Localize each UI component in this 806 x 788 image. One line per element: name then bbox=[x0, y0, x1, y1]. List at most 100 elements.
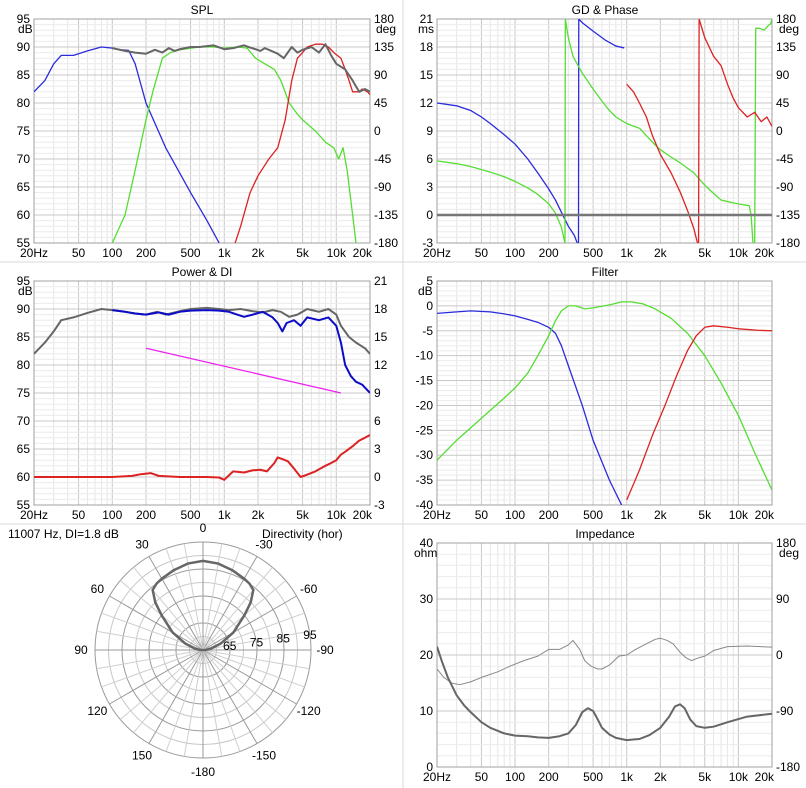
impedance-y-unit: ohm bbox=[414, 546, 437, 560]
y2-tick-label: 90 bbox=[374, 68, 388, 82]
y-tick-label: 6 bbox=[426, 152, 433, 166]
y-tick-label: 80 bbox=[17, 96, 31, 110]
polar-spoke bbox=[202, 649, 310, 670]
grid bbox=[436, 280, 773, 506]
x-tick-label: 50 bbox=[475, 246, 489, 260]
x-tick-label: 500 bbox=[181, 508, 201, 522]
series-line-2 bbox=[234, 43, 370, 243]
polar-spoke bbox=[96, 630, 204, 651]
x-tick-label: 100 bbox=[102, 508, 122, 522]
y-tick-label: 18 bbox=[420, 40, 434, 54]
x-tick-label: 20k bbox=[755, 508, 775, 522]
plot-frame bbox=[436, 542, 773, 768]
filter-title: Filter bbox=[592, 265, 619, 279]
polar-spoke bbox=[183, 543, 204, 651]
polar-spoke bbox=[202, 548, 241, 651]
polar-spoke bbox=[202, 649, 258, 744]
series-line-1 bbox=[111, 46, 357, 243]
x-tick-label: 5k bbox=[296, 508, 310, 522]
series-line-0 bbox=[34, 306, 370, 355]
y2-tick-label: -180 bbox=[776, 236, 800, 250]
polar-spoke bbox=[202, 556, 258, 651]
y-tick-label: 95 bbox=[17, 274, 31, 288]
y-tick-label: -3 bbox=[422, 236, 433, 250]
polar-spoke bbox=[202, 649, 297, 705]
y-tick-label: 55 bbox=[17, 236, 31, 250]
x-tick-label: 100 bbox=[505, 508, 525, 522]
polar-spoke bbox=[202, 566, 273, 651]
series-line-1 bbox=[437, 646, 772, 742]
polar-radial-label: 75 bbox=[250, 635, 264, 649]
y2-tick-label: 9 bbox=[374, 386, 381, 400]
x-tick-label: 10k bbox=[729, 770, 749, 784]
polar-spoke bbox=[202, 630, 310, 651]
polar-spoke bbox=[183, 649, 204, 757]
polar-spoke bbox=[202, 649, 305, 688]
y2-tick-label: 0 bbox=[374, 470, 381, 484]
x-tick-label: 200 bbox=[539, 770, 559, 784]
x-tick-label: 50 bbox=[475, 770, 489, 784]
x-tick-label: 5k bbox=[698, 508, 712, 522]
x-tick-label: 10k bbox=[327, 246, 347, 260]
y-tick-label: 90 bbox=[17, 40, 31, 54]
x-tick-label: 200 bbox=[539, 508, 559, 522]
polar-spoke bbox=[133, 566, 204, 651]
y-tick-label: 85 bbox=[17, 330, 31, 344]
x-tick-label: 500 bbox=[583, 246, 603, 260]
y2-tick-label: 12 bbox=[374, 358, 388, 372]
x-tick-label: 20Hz bbox=[20, 508, 48, 522]
series-line-0 bbox=[437, 637, 772, 686]
impedance-chart: Impedance ohm deg 403020100180900-90-180… bbox=[414, 527, 800, 784]
x-tick-label: 5k bbox=[296, 246, 310, 260]
x-tick-label: 10k bbox=[729, 508, 749, 522]
polar-angle-label: -120 bbox=[297, 704, 321, 718]
y2-tick-label: 135 bbox=[374, 40, 394, 54]
polar-spoke bbox=[202, 649, 287, 720]
series-line-0 bbox=[437, 310, 623, 505]
y-tick-label: 95 bbox=[17, 12, 31, 26]
series-line-2 bbox=[626, 325, 772, 501]
x-tick-label: 500 bbox=[583, 508, 603, 522]
series-line-4 bbox=[754, 19, 772, 243]
series-line-3 bbox=[112, 43, 370, 93]
polar-spoke bbox=[165, 649, 204, 752]
y-tick-label: 65 bbox=[17, 442, 31, 456]
x-tick-label: 200 bbox=[136, 246, 156, 260]
y2-tick-label: -45 bbox=[776, 152, 794, 166]
plot-frame bbox=[436, 18, 773, 244]
x-tick-label: 100 bbox=[505, 770, 525, 784]
polar-spoke bbox=[202, 649, 223, 757]
y2-tick-label: 180 bbox=[776, 536, 796, 550]
x-tick-label: 10k bbox=[327, 508, 347, 522]
y2-tick-label: 6 bbox=[374, 414, 381, 428]
polar-radial-label: 85 bbox=[277, 632, 291, 646]
polar-spoke bbox=[133, 649, 204, 734]
y-tick-label: 0 bbox=[426, 299, 433, 313]
y-tick-label: 40 bbox=[420, 536, 434, 550]
x-tick-label: 200 bbox=[539, 246, 559, 260]
gd-phase-title: GD & Phase bbox=[572, 3, 639, 17]
y2-tick-label: -135 bbox=[776, 208, 800, 222]
y-tick-label: 10 bbox=[420, 704, 434, 718]
y2-tick-label: 18 bbox=[374, 302, 388, 316]
gd-phase-chart: GD & Phase ms deg 21 18 15 12 9 6 3 0 -3 180 135 90… bbox=[418, 3, 800, 260]
y2-tick-label: -180 bbox=[374, 236, 398, 250]
y2-tick-label: -45 bbox=[374, 152, 392, 166]
y-tick-label: 75 bbox=[17, 124, 31, 138]
y-tick-label: 55 bbox=[17, 498, 31, 512]
x-tick-label: 20k bbox=[755, 246, 775, 260]
x-tick-label: 200 bbox=[136, 508, 156, 522]
y2-tick-label: -90 bbox=[776, 180, 794, 194]
plot-frame bbox=[33, 18, 371, 244]
y-tick-label: -15 bbox=[416, 374, 434, 388]
polar-radial-label: 95 bbox=[303, 628, 317, 642]
y2-tick-label: 135 bbox=[776, 40, 796, 54]
polar-spoke bbox=[202, 543, 223, 651]
y2-tick-label: 90 bbox=[776, 592, 790, 606]
series-line-1 bbox=[577, 19, 625, 243]
x-tick-label: 5k bbox=[698, 246, 712, 260]
x-tick-label: 1k bbox=[620, 246, 634, 260]
polar-angle-label: 0 bbox=[200, 521, 207, 535]
